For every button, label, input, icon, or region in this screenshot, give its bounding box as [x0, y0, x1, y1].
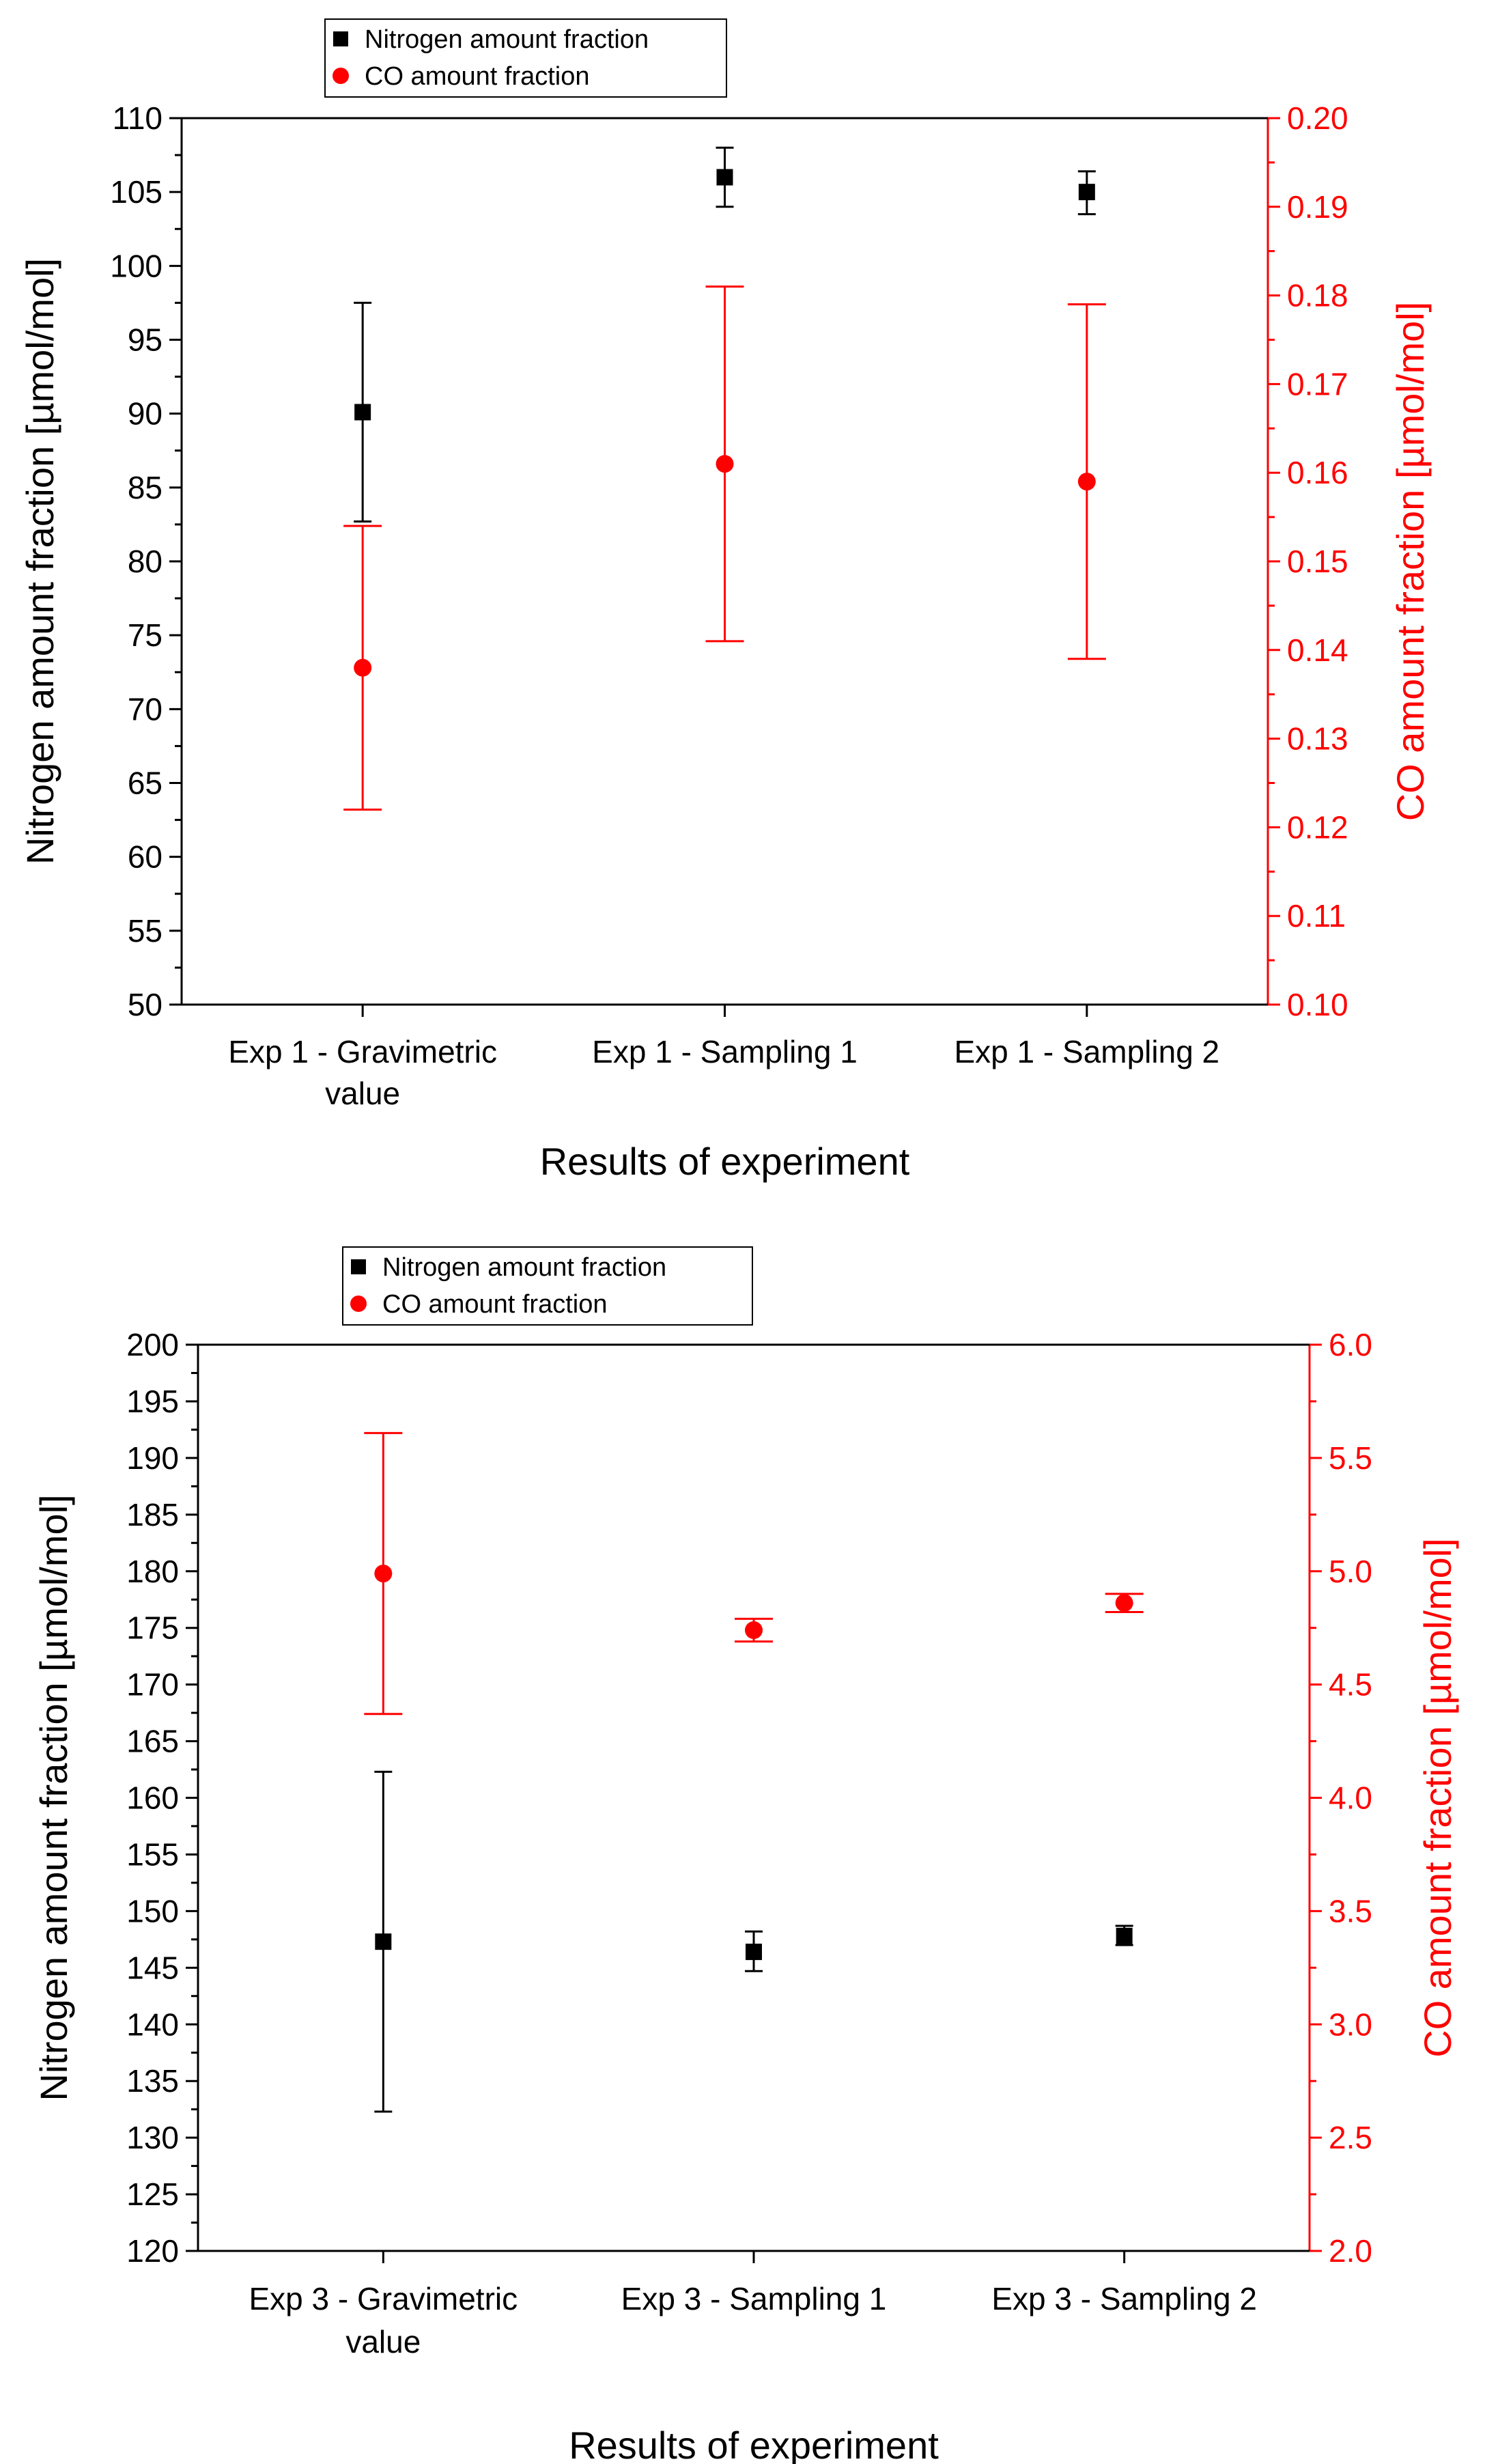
y-tick-label-left: 140: [126, 2006, 179, 2042]
y-tick-label-left: 55: [128, 913, 162, 949]
y-tick-label-left: 90: [128, 396, 162, 432]
legend: Nitrogen amount fraction CO amount fracti…: [342, 1246, 753, 1326]
y-tick-label-right: 5.5: [1329, 1440, 1372, 1476]
data-point-co: [745, 1621, 763, 1640]
y-tick-label-left: 50: [128, 987, 162, 1022]
legend: Nitrogen amount fraction CO amount fracti…: [324, 18, 727, 98]
y-axis-title-right: CO amount fraction [µmol/mol]: [1416, 1538, 1459, 2058]
y-tick-label-right: 0.13: [1287, 721, 1348, 757]
x-tick-label: value: [325, 1076, 400, 1111]
y-tick-label-left: 130: [126, 2120, 179, 2155]
y-tick-label-right: 0.10: [1287, 987, 1348, 1022]
y-tick-label-left: 195: [126, 1384, 179, 1419]
x-axis-title: Results of experiment: [540, 1140, 910, 1183]
data-point-nitrogen: [354, 404, 371, 421]
y-axis-title-right: CO amount fraction [µmol/mol]: [1389, 302, 1432, 822]
legend-label-co: CO amount fraction: [365, 62, 589, 91]
x-axis-title: Results of experiment: [569, 2424, 939, 2464]
y-tick-label-left: 180: [126, 1554, 179, 1589]
y-tick-label-right: 2.5: [1329, 2120, 1372, 2155]
y-tick-label-left: 85: [128, 470, 162, 505]
x-tick-label: Exp 1 - Gravimetric: [228, 1034, 497, 1069]
y-tick-label-left: 70: [128, 691, 162, 727]
data-point-co: [1115, 1594, 1133, 1612]
x-tick-label: Exp 1 - Sampling 1: [592, 1034, 858, 1069]
x-tick-label: Exp 1 - Sampling 2: [954, 1034, 1220, 1069]
legend-label-nitrogen: Nitrogen amount fraction: [365, 25, 649, 54]
data-point-nitrogen: [746, 1944, 762, 1961]
y-tick-label-left: 170: [126, 1667, 179, 1703]
y-axis-title-left: Nitrogen amount fraction [µmol/mol]: [32, 1494, 75, 2101]
y-tick-label-right: 0.20: [1287, 100, 1348, 136]
y-tick-label-right: 0.11: [1287, 898, 1346, 934]
y-tick-label-right: 3.5: [1329, 1893, 1372, 1929]
y-tick-label-left: 65: [128, 766, 162, 801]
y-tick-label-left: 160: [126, 1780, 179, 1816]
y-tick-label-left: 120: [126, 2233, 179, 2269]
y-tick-label-left: 100: [110, 248, 162, 283]
legend-marker-co: [333, 68, 349, 84]
data-point-co: [716, 455, 734, 473]
y-tick-label-left: 150: [126, 1893, 179, 1929]
y-tick-label-right: 4.5: [1329, 1667, 1372, 1703]
data-point-co: [374, 1565, 393, 1583]
y-tick-label-left: 95: [128, 322, 162, 358]
y-tick-label-left: 190: [126, 1440, 179, 1476]
y-tick-label-left: 125: [126, 2176, 179, 2212]
x-tick-label: Exp 3 - Gravimetric: [249, 2281, 518, 2316]
y-tick-label-right: 3.0: [1329, 2006, 1372, 2042]
data-point-co: [1077, 473, 1096, 491]
y-tick-label-right: 0.19: [1287, 189, 1348, 225]
data-point-nitrogen: [375, 1933, 392, 1950]
y-axis-title-left: Nitrogen amount fraction [µmol/mol]: [18, 258, 61, 865]
y-tick-label-left: 145: [126, 1950, 179, 1985]
legend-marker-nitrogen: [351, 1259, 366, 1274]
y-tick-label-left: 175: [126, 1610, 179, 1646]
data-point-nitrogen: [1116, 1927, 1133, 1944]
y-tick-label-left: 60: [128, 839, 162, 875]
y-tick-label-left: 200: [126, 1327, 179, 1362]
legend-marker-co: [350, 1296, 367, 1312]
y-tick-label-right: 5.0: [1329, 1554, 1372, 1589]
y-tick-label-right: 0.18: [1287, 278, 1348, 313]
y-tick-label-right: 2.0: [1329, 2233, 1372, 2269]
x-tick-label: Exp 3 - Sampling 1: [621, 2281, 887, 2316]
y-tick-label-left: 75: [128, 617, 162, 653]
data-point-nitrogen: [716, 169, 733, 186]
x-tick-label: value: [345, 2324, 421, 2360]
y-tick-label-right: 0.12: [1287, 809, 1348, 845]
legend-label-co: CO amount fraction: [382, 1290, 607, 1319]
y-tick-label-left: 165: [126, 1724, 179, 1759]
y-tick-label-right: 0.17: [1287, 366, 1348, 402]
chart-1: 50 55 60 65 70 75 80 85 90 95 100 105 110 0.10 0.11 0.1…: [18, 18, 1432, 1183]
y-tick-label-right: 0.15: [1287, 544, 1348, 579]
y-tick-label-right: 0.14: [1287, 632, 1348, 668]
legend-box: [342, 1246, 753, 1326]
data-point-nitrogen: [1078, 184, 1095, 201]
data-point-co: [354, 658, 372, 677]
y-tick-label-left: 135: [126, 2063, 179, 2099]
chart-2: 120 125 130 135 140 145 150 155 160 165 170 175 180 1…: [32, 1246, 1459, 2464]
y-tick-label-right: 4.0: [1329, 1780, 1372, 1816]
y-tick-label-left: 105: [110, 174, 162, 210]
y-tick-label-left: 110: [113, 100, 162, 136]
y-tick-label-right: 6.0: [1329, 1327, 1372, 1362]
y-tick-label-left: 155: [126, 1836, 179, 1872]
y-tick-label-left: 185: [126, 1497, 179, 1532]
y-tick-label-left: 80: [128, 544, 162, 579]
y-tick-label-right: 0.16: [1287, 455, 1348, 490]
legend-box: [324, 18, 727, 98]
legend-marker-nitrogen: [333, 31, 348, 46]
legend-label-nitrogen: Nitrogen amount fraction: [382, 1253, 666, 1282]
x-tick-label: Exp 3 - Sampling 2: [991, 2281, 1257, 2316]
